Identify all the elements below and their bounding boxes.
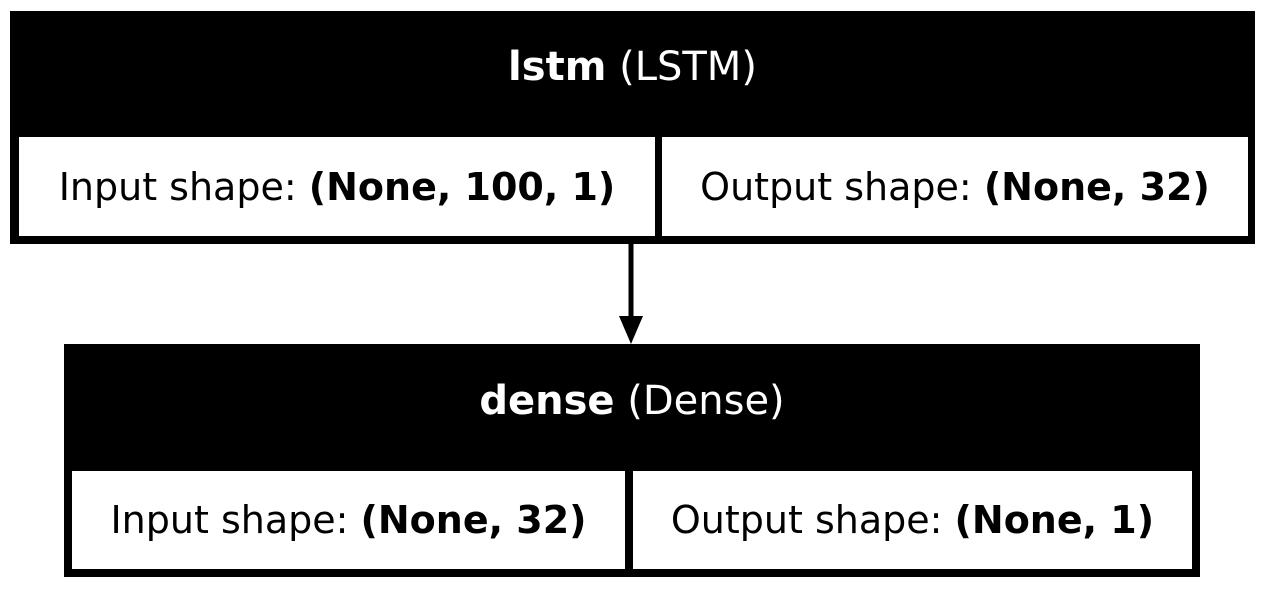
output-shape-label: Output shape: <box>700 164 984 209</box>
layer-header-lstm: lstm (LSTM) <box>10 11 1255 136</box>
arrowhead-icon <box>619 316 643 344</box>
output-shape-cell: Output shape: (None, 1) <box>633 471 1192 569</box>
layer-header-dense: dense (Dense) <box>64 344 1200 469</box>
layer-type: (LSTM) <box>619 44 757 90</box>
input-shape-cell: Input shape: (None, 100, 1) <box>19 137 655 236</box>
input-shape-cell: Input shape: (None, 32) <box>72 471 625 569</box>
layer-name: dense <box>479 378 615 424</box>
layer-node-lstm: lstm (LSTM) Input shape: (None, 100, 1) … <box>10 11 1255 244</box>
output-shape-cell: Output shape: (None, 32) <box>662 137 1248 236</box>
layer-type: (Dense) <box>627 378 785 424</box>
output-shape-value: (None, 1) <box>954 498 1155 542</box>
input-shape-value: (None, 32) <box>360 498 587 542</box>
input-shape-label: Input shape: <box>110 498 361 542</box>
layer-name: lstm <box>508 44 607 90</box>
output-shape-value: (None, 32) <box>983 164 1210 209</box>
output-shape-label: Output shape: <box>670 498 955 542</box>
layer-node-dense: dense (Dense) Input shape: (None, 32) Ou… <box>64 344 1200 577</box>
input-shape-label: Input shape: <box>58 164 309 209</box>
input-shape-value: (None, 100, 1) <box>308 164 616 209</box>
